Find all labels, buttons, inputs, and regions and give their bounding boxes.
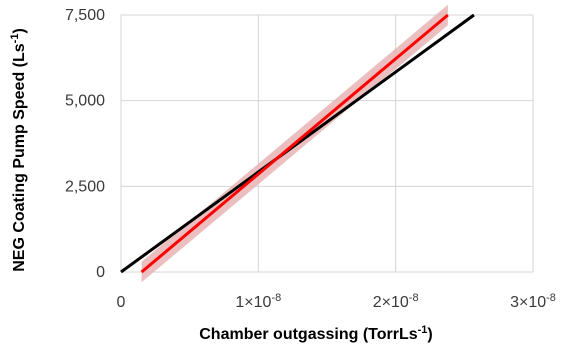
y-tick-label-2: 5,000 (65, 93, 105, 110)
x-tick-labels: 0 1×10-8 2×10-8 3×10-8 (117, 292, 556, 311)
y-tick-labels: 0 2,500 5,000 7,500 (65, 7, 105, 281)
series-layer (120, 13, 475, 274)
y-tick-label-1: 2,500 (65, 178, 105, 195)
y-tick-label-0: 0 (96, 264, 105, 281)
series-line-0 (120, 13, 475, 274)
x-tick-label-2: 2×10-8 (373, 292, 419, 311)
x-axis-title: Chamber outgassing (TorrLs-1) (199, 324, 433, 343)
y-tick-label-3: 7,500 (65, 7, 105, 24)
y-axis-title: NEG Coating Pump Speed (Ls-1) (9, 28, 28, 272)
series-line-1 (140, 13, 449, 274)
x-tick-label-1: 1×10-8 (235, 292, 281, 311)
x-tick-label-0: 0 (117, 294, 126, 311)
x-tick-label-3: 3×10-8 (510, 292, 556, 311)
